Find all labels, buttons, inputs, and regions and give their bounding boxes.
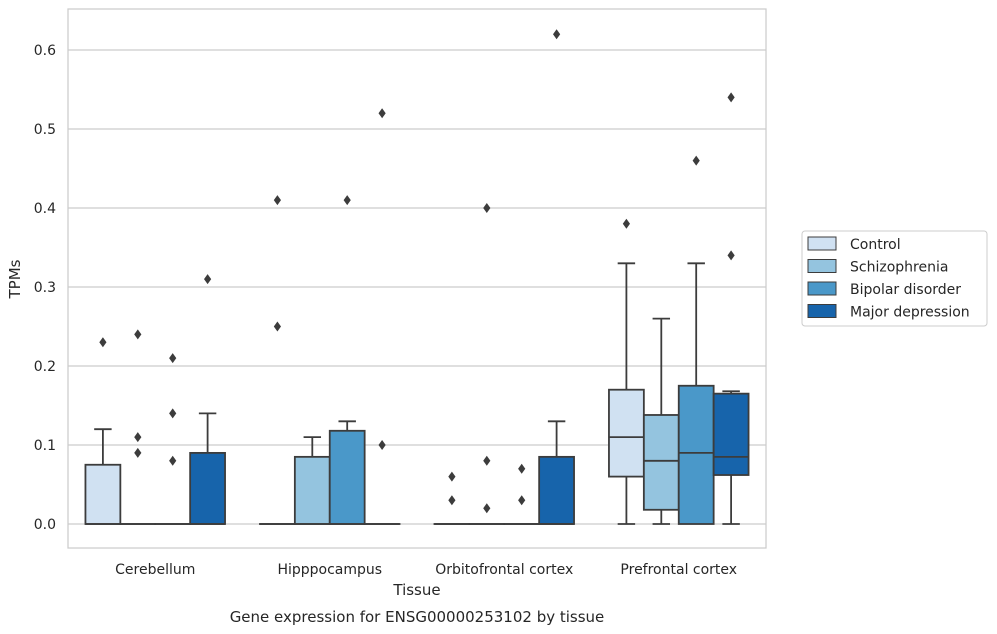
legend: Control Schizophrenia Bipolar disorder Majo… <box>801 230 988 327</box>
box-cerebellum-major-depression <box>189 274 226 525</box>
y-tick-labels: 0.0 0.1 0.2 0.3 0.4 0.5 0.6 <box>34 43 56 533</box>
outlier-point <box>692 155 700 166</box>
outlier-point <box>273 195 281 206</box>
box-prefrontal-cortex-bipolar-disorder <box>677 155 715 525</box>
box-body <box>712 392 750 476</box>
outlier-point <box>553 29 561 40</box>
outlier-point <box>99 337 107 348</box>
x-tick-labels: Cerebellum Hipppocampus Orbitofrontal cort… <box>115 562 737 578</box>
y-tick-label: 0.4 <box>34 201 56 217</box>
box-body <box>538 455 575 525</box>
box-orbitofrontal-cortex-major-depression <box>538 29 575 525</box>
box-cerebellum-control <box>84 337 122 525</box>
x-axis-label: Tissue <box>392 581 440 599</box>
y-tick-label: 0.2 <box>34 359 56 375</box>
box-hipppocampus-schizophrenia <box>293 436 331 525</box>
legend-swatch-bipolar-disorder <box>807 281 837 296</box>
x-tick-label: Hipppocampus <box>277 562 382 578</box>
outlier-point <box>134 447 142 458</box>
box-body <box>642 414 680 511</box>
legend-label-schizophrenia: Schizophrenia <box>850 260 948 276</box>
outlier-point <box>169 353 177 364</box>
box-body <box>189 451 226 525</box>
outlier-point <box>378 440 386 450</box>
outlier-point <box>134 432 142 443</box>
legend-label-bipolar-disorder: Bipolar disorder <box>850 282 961 298</box>
outlier-point <box>378 108 386 119</box>
legend-swatch-major-depression <box>807 304 837 318</box>
box-body <box>608 388 645 478</box>
figure-caption: Gene expression for ENSG00000253102 by t… <box>230 608 605 626</box>
box-orbitofrontal-cortex-control <box>433 471 471 525</box>
legend-label-major-depression: Major depression <box>850 305 970 321</box>
x-tick-label: Cerebellum <box>115 562 195 578</box>
box-body <box>328 429 366 525</box>
box-groups <box>84 29 750 525</box>
box-prefrontal-cortex-major-depression <box>712 92 750 525</box>
box-body <box>84 463 122 525</box>
box-hipppocampus-bipolar-disorder <box>328 195 366 525</box>
outlier-point <box>448 495 456 506</box>
y-tick-label: 0.5 <box>34 122 56 138</box>
outlier-point <box>622 218 630 229</box>
y-axis-label: TPMs <box>6 259 24 299</box>
box-prefrontal-cortex-schizophrenia <box>642 317 680 525</box>
box-hipppocampus-major-depression <box>363 108 401 525</box>
box-hipppocampus-control <box>259 195 296 525</box>
legend-label-control: Control <box>850 237 901 253</box>
outlier-point <box>169 408 177 419</box>
grid-lines <box>68 49 766 525</box>
outlier-point <box>483 503 491 514</box>
outlier-point <box>134 329 142 340</box>
legend-frame <box>801 230 988 327</box>
box-orbitofrontal-cortex-schizophrenia <box>468 203 506 525</box>
y-tick-label: 0.6 <box>34 43 56 59</box>
box-orbitofrontal-cortex-bipolar-disorder <box>503 463 541 525</box>
outlier-point <box>343 195 351 206</box>
y-tick-label: 0.0 <box>34 517 56 533</box>
x-tick-label: Orbitofrontal cortex <box>435 562 573 578</box>
legend-swatch-control <box>807 236 837 251</box>
outlier-point <box>727 250 735 261</box>
box-prefrontal-cortex-control <box>608 218 645 525</box>
outlier-point <box>518 495 526 506</box>
outlier-point <box>448 471 456 482</box>
box-body <box>677 384 715 525</box>
outlier-point <box>518 463 526 474</box>
outlier-point <box>169 455 177 466</box>
y-tick-label: 0.1 <box>34 438 56 454</box>
outlier-point <box>727 92 735 103</box>
outlier-point <box>273 321 281 332</box>
outlier-point <box>483 455 491 466</box>
plot-frame <box>67 8 767 549</box>
box-body <box>293 455 331 525</box>
legend-swatch-schizophrenia <box>807 259 837 273</box>
outlier-point <box>204 274 212 285</box>
x-tick-label: Prefrontal cortex <box>620 562 737 578</box>
outlier-point <box>483 203 491 213</box>
box-cerebellum-bipolar-disorder <box>154 353 192 525</box>
y-tick-label: 0.3 <box>34 280 56 296</box>
box-cerebellum-schizophrenia <box>119 329 157 525</box>
